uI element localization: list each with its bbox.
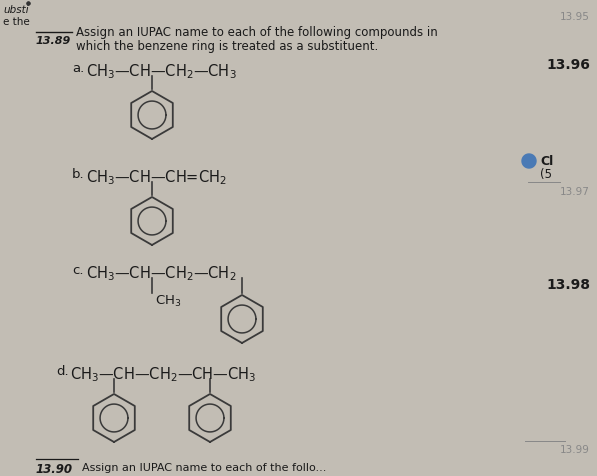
Text: $\mathregular{CH_3}$—$\mathregular{CH}$—$\mathregular{CH_2}$—$\mathregular{CH_2}: $\mathregular{CH_3}$—$\mathregular{CH}$—… bbox=[86, 263, 236, 282]
Text: $\mathregular{CH_3}$—$\mathregular{CH}$—$\mathregular{CH_2}$—$\mathregular{CH_3}: $\mathregular{CH_3}$—$\mathregular{CH}$—… bbox=[86, 62, 237, 80]
Text: a.: a. bbox=[72, 62, 84, 75]
Text: 13.97: 13.97 bbox=[560, 187, 590, 197]
Text: which the benzene ring is treated as a substituent.: which the benzene ring is treated as a s… bbox=[76, 40, 378, 53]
Text: Assign an IUPAC name to each of the following compounds in: Assign an IUPAC name to each of the foll… bbox=[76, 26, 438, 39]
Text: d.: d. bbox=[56, 364, 69, 377]
Text: e the: e the bbox=[3, 17, 30, 27]
Text: 13.90: 13.90 bbox=[36, 462, 73, 475]
Text: 13.96: 13.96 bbox=[546, 58, 590, 72]
Polygon shape bbox=[522, 155, 536, 169]
Text: 13.98: 13.98 bbox=[546, 278, 590, 291]
Text: Assign an IUPAC name to each of the follo...: Assign an IUPAC name to each of the foll… bbox=[82, 462, 327, 472]
Text: (5: (5 bbox=[540, 168, 552, 180]
Text: $\mathregular{CH_3}$—$\mathregular{CH}$—$\mathregular{CH}$=$\mathregular{CH_2}$: $\mathregular{CH_3}$—$\mathregular{CH}$—… bbox=[86, 168, 227, 186]
Text: ubsti: ubsti bbox=[3, 5, 29, 15]
Text: $\mathregular{CH_3}$—$\mathregular{CH}$—$\mathregular{CH_2}$—$\mathregular{CH}$—: $\mathregular{CH_3}$—$\mathregular{CH}$—… bbox=[70, 364, 257, 383]
Text: Cl: Cl bbox=[540, 155, 553, 168]
Text: 13.95: 13.95 bbox=[560, 12, 590, 22]
Text: $\mathregular{CH_3}$: $\mathregular{CH_3}$ bbox=[155, 293, 181, 308]
Text: 13.89: 13.89 bbox=[36, 36, 71, 46]
Text: b.: b. bbox=[72, 168, 85, 180]
Text: c.: c. bbox=[72, 263, 84, 277]
Text: 13.99: 13.99 bbox=[560, 444, 590, 454]
